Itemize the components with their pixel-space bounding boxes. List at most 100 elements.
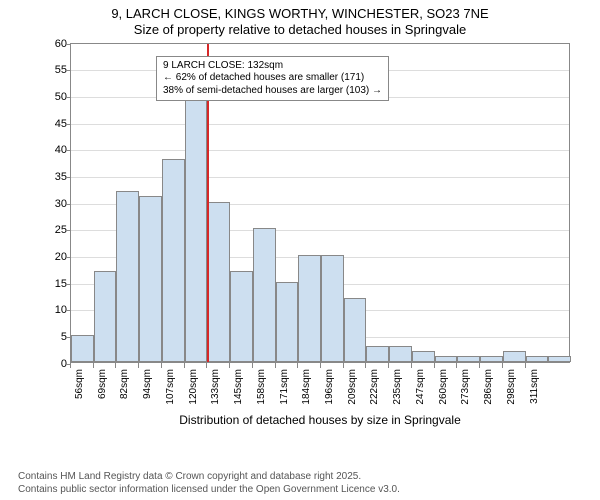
y-tick-label: 50 xyxy=(37,91,67,103)
x-tick-mark xyxy=(297,363,298,368)
gridline xyxy=(71,150,569,151)
x-tick-mark xyxy=(456,363,457,368)
y-tick-mark xyxy=(66,310,71,311)
gridline xyxy=(71,124,569,125)
y-tick-mark xyxy=(66,257,71,258)
y-tick-label: 10 xyxy=(37,304,67,316)
chart-title-line1: 9, LARCH CLOSE, KINGS WORTHY, WINCHESTER… xyxy=(0,6,600,22)
y-tick-mark xyxy=(66,177,71,178)
x-tick-label: 260sqm xyxy=(438,369,449,405)
histogram-bar xyxy=(276,282,299,362)
legend-line1: 9 LARCH CLOSE: 132sqm xyxy=(163,60,382,73)
histogram-bar xyxy=(116,191,139,362)
x-tick-mark xyxy=(275,363,276,368)
x-tick-mark xyxy=(161,363,162,368)
x-tick-label: 171sqm xyxy=(279,369,290,405)
y-tick-mark xyxy=(66,230,71,231)
x-tick-label: 158sqm xyxy=(256,369,267,405)
histogram-bar xyxy=(298,255,321,362)
histogram-bar xyxy=(480,356,503,361)
histogram-bar xyxy=(344,298,367,362)
y-tick-label: 20 xyxy=(37,251,67,263)
x-tick-label: 311sqm xyxy=(529,369,540,404)
x-tick-label: 120sqm xyxy=(188,369,199,405)
y-tick-mark xyxy=(66,70,71,71)
x-tick-label: 107sqm xyxy=(165,369,176,405)
histogram-bar xyxy=(548,356,571,361)
histogram-bar xyxy=(71,335,94,362)
x-tick-mark xyxy=(411,363,412,368)
y-tick-mark xyxy=(66,124,71,125)
x-tick-mark xyxy=(434,363,435,368)
y-tick-label: 30 xyxy=(37,198,67,210)
x-tick-mark xyxy=(388,363,389,368)
y-tick-mark xyxy=(66,284,71,285)
histogram-bar xyxy=(162,159,185,362)
histogram-bar xyxy=(526,356,549,361)
x-tick-label: 94sqm xyxy=(142,369,153,399)
histogram-bar xyxy=(139,196,162,361)
y-tick-label: 25 xyxy=(37,224,67,236)
x-tick-label: 298sqm xyxy=(506,369,517,405)
x-tick-label: 145sqm xyxy=(233,369,244,405)
y-tick-mark xyxy=(66,44,71,45)
histogram-bar xyxy=(457,356,480,361)
x-tick-mark xyxy=(343,363,344,368)
footer-line1: Contains HM Land Registry data © Crown c… xyxy=(18,471,400,484)
y-tick-label: 60 xyxy=(37,38,67,50)
x-tick-label: 209sqm xyxy=(347,369,358,405)
histogram-bar xyxy=(94,271,117,362)
y-tick-mark xyxy=(66,97,71,98)
x-tick-mark xyxy=(525,363,526,368)
x-tick-mark xyxy=(93,363,94,368)
x-tick-label: 82sqm xyxy=(119,369,130,399)
chart-area: Number of detached properties 0510152025… xyxy=(50,43,590,413)
x-tick-mark xyxy=(184,363,185,368)
y-tick-mark xyxy=(66,204,71,205)
x-tick-mark xyxy=(138,363,139,368)
x-tick-mark xyxy=(115,363,116,368)
histogram-bar xyxy=(185,95,208,362)
x-tick-mark xyxy=(206,363,207,368)
y-tick-label: 55 xyxy=(37,64,67,76)
legend-line2: ← 62% of detached houses are smaller (17… xyxy=(163,72,382,85)
histogram-bar xyxy=(321,255,344,362)
gridline xyxy=(71,177,569,178)
x-tick-mark xyxy=(229,363,230,368)
histogram-bar xyxy=(366,346,389,362)
x-tick-label: 56sqm xyxy=(74,369,85,399)
x-tick-label: 69sqm xyxy=(97,369,108,399)
x-tick-mark xyxy=(502,363,503,368)
x-tick-label: 273sqm xyxy=(460,369,471,405)
x-tick-label: 286sqm xyxy=(483,369,494,405)
y-tick-label: 15 xyxy=(37,278,67,290)
x-tick-label: 196sqm xyxy=(324,369,335,405)
legend-box: 9 LARCH CLOSE: 132sqm ← 62% of detached … xyxy=(156,56,389,102)
histogram-bar xyxy=(503,351,526,362)
x-tick-label: 184sqm xyxy=(301,369,312,405)
footer-attribution: Contains HM Land Registry data © Crown c… xyxy=(18,471,400,496)
y-tick-label: 40 xyxy=(37,144,67,156)
histogram-bar xyxy=(207,202,230,362)
x-tick-mark xyxy=(70,363,71,368)
y-tick-label: 5 xyxy=(37,331,67,343)
x-tick-label: 235sqm xyxy=(392,369,403,405)
histogram-bar xyxy=(230,271,253,362)
x-tick-label: 247sqm xyxy=(415,369,426,405)
x-tick-mark xyxy=(320,363,321,368)
x-tick-label: 133sqm xyxy=(210,369,221,405)
histogram-bar xyxy=(389,346,412,362)
chart-title-line2: Size of property relative to detached ho… xyxy=(0,22,600,38)
footer-line2: Contains public sector information licen… xyxy=(18,484,400,497)
y-tick-mark xyxy=(66,150,71,151)
y-tick-label: 35 xyxy=(37,171,67,183)
plot-area: 051015202530354045505560 9 LARCH CLOSE: … xyxy=(70,43,570,363)
y-tick-label: 45 xyxy=(37,118,67,130)
histogram-bar xyxy=(412,351,435,362)
legend-line3: 38% of semi-detached houses are larger (… xyxy=(163,85,382,98)
histogram-bar xyxy=(253,228,276,361)
x-axis-label: Distribution of detached houses by size … xyxy=(70,413,570,427)
x-tick-mark xyxy=(365,363,366,368)
y-tick-label: 0 xyxy=(37,358,67,370)
x-tick-label: 222sqm xyxy=(369,369,380,405)
